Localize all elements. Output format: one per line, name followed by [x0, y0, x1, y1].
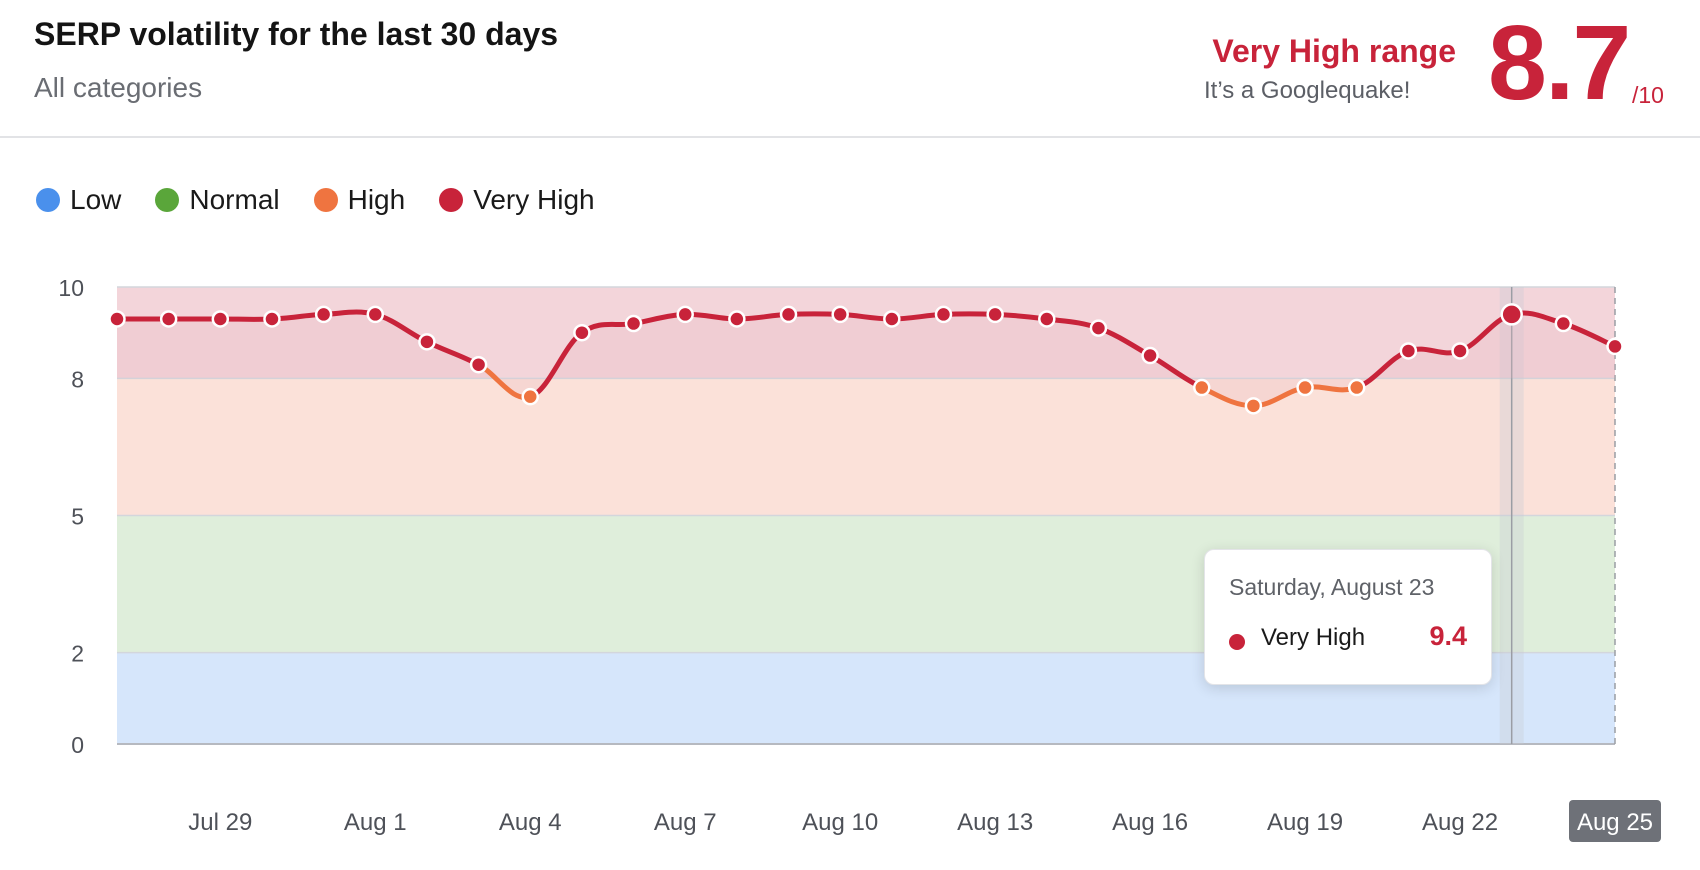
chart-tooltip: Saturday, August 23 Very High 9.4 [1204, 549, 1492, 685]
legend-item-normal[interactable]: Normal [155, 184, 280, 216]
range-description: It’s a Googlequake! [1204, 77, 1411, 104]
data-point [986, 305, 1004, 324]
tooltip-value: 9.4 [1429, 621, 1467, 651]
data-point [211, 310, 230, 328]
legend-label: Very High [473, 184, 595, 215]
data-point [624, 314, 643, 333]
legend-item-low[interactable]: Low [36, 184, 121, 216]
x-tick-label: Aug 7 [654, 809, 717, 836]
data-point [366, 305, 385, 324]
x-tick-label: Aug 19 [1267, 809, 1343, 836]
line-area-fill [117, 312, 1615, 406]
data-point [469, 355, 488, 374]
data-point [314, 305, 333, 324]
chart-header: SERP volatility for the last 30 days All… [0, 0, 1700, 138]
data-point [831, 305, 849, 324]
legend-label: Normal [189, 184, 280, 215]
chart-legend: Low Normal High Very High [36, 184, 595, 216]
legend-dot-low [36, 188, 60, 212]
y-tick-label: 0 [71, 732, 84, 758]
data-point [1193, 378, 1211, 397]
legend-item-high[interactable]: High [313, 184, 406, 216]
x-tick-label: Aug 16 [1112, 809, 1188, 836]
data-point [934, 305, 953, 324]
data-point [676, 305, 694, 324]
volatility-score: 8.7 [1488, 4, 1631, 122]
page-title: SERP volatility for the last 30 days [34, 16, 559, 52]
x-tick-label: Aug 4 [499, 809, 562, 836]
data-point [1038, 310, 1056, 328]
legend-dot-very-high [439, 188, 464, 212]
data-point [159, 310, 178, 328]
data-point [1451, 342, 1469, 360]
x-tick-label: Aug 22 [1422, 809, 1498, 836]
data-point [263, 310, 281, 328]
tooltip-series-dot [1229, 634, 1245, 650]
y-tick-label: 2 [71, 641, 84, 667]
volatility-score-max: /10 [1632, 82, 1664, 108]
x-tick-label: Aug 25 [1577, 809, 1653, 836]
legend-dot-normal [155, 188, 180, 212]
x-tick-label: Aug 1 [344, 809, 407, 836]
data-point [1296, 378, 1314, 397]
legend-label: High [347, 184, 406, 215]
y-tick-label: 5 [71, 504, 84, 530]
legend-item-very-high[interactable]: Very High [439, 184, 595, 216]
category-filter-label[interactable]: All categories [34, 72, 203, 103]
legend-dot-high [313, 188, 338, 212]
tooltip-series-label: Very High [1261, 624, 1366, 651]
data-point [573, 323, 591, 342]
data-point [779, 305, 798, 324]
x-tick-label: Aug 13 [957, 809, 1033, 836]
data-point [1606, 337, 1624, 356]
data-point [883, 310, 901, 328]
data-point [1141, 346, 1159, 365]
data-point [1244, 397, 1263, 415]
y-tick-label: 10 [58, 275, 84, 301]
band-very-high [117, 287, 1615, 379]
legend-label: Low [70, 184, 122, 215]
data-point [418, 333, 436, 351]
data-point [728, 310, 746, 328]
tooltip-date: Saturday, August 23 [1229, 574, 1435, 600]
x-tick-highlight-badge [1569, 800, 1661, 842]
data-point [1554, 314, 1573, 333]
y-tick-label: 8 [71, 366, 84, 392]
data-point [1089, 319, 1108, 337]
range-label: Very High range [1212, 33, 1456, 69]
data-point [108, 310, 126, 328]
x-tick-label: Aug 10 [802, 809, 878, 836]
x-tick-label: Jul 29 [188, 809, 252, 836]
data-point [1500, 303, 1523, 326]
data-point [1347, 378, 1366, 397]
data-point [521, 387, 539, 406]
band-high [117, 378, 1615, 516]
data-point [1399, 342, 1418, 360]
